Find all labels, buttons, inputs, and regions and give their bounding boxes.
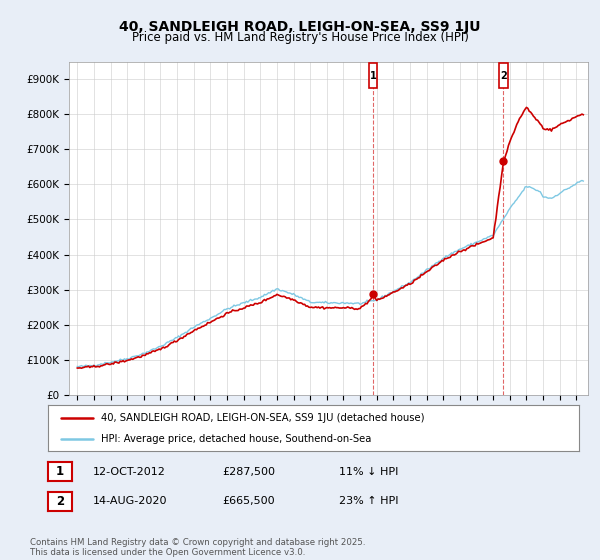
Text: £665,500: £665,500	[222, 496, 275, 506]
Text: 14-AUG-2020: 14-AUG-2020	[93, 496, 167, 506]
Text: 1: 1	[370, 71, 376, 81]
Bar	[369, 63, 377, 88]
Text: HPI: Average price, detached house, Southend-on-Sea: HPI: Average price, detached house, Sout…	[101, 435, 371, 444]
Text: 23% ↑ HPI: 23% ↑ HPI	[339, 496, 398, 506]
Text: 1: 1	[56, 465, 64, 478]
Text: Contains HM Land Registry data © Crown copyright and database right 2025.
This d: Contains HM Land Registry data © Crown c…	[30, 538, 365, 557]
Text: 11% ↓ HPI: 11% ↓ HPI	[339, 466, 398, 477]
Text: 40, SANDLEIGH ROAD, LEIGH-ON-SEA, SS9 1JU (detached house): 40, SANDLEIGH ROAD, LEIGH-ON-SEA, SS9 1J…	[101, 413, 425, 423]
Bar	[499, 63, 508, 88]
Text: 2: 2	[500, 71, 507, 81]
Text: £287,500: £287,500	[222, 466, 275, 477]
Text: 2: 2	[56, 494, 64, 508]
Text: Price paid vs. HM Land Registry's House Price Index (HPI): Price paid vs. HM Land Registry's House …	[131, 31, 469, 44]
Text: 40, SANDLEIGH ROAD, LEIGH-ON-SEA, SS9 1JU: 40, SANDLEIGH ROAD, LEIGH-ON-SEA, SS9 1J…	[119, 20, 481, 34]
Text: 12-OCT-2012: 12-OCT-2012	[93, 466, 166, 477]
